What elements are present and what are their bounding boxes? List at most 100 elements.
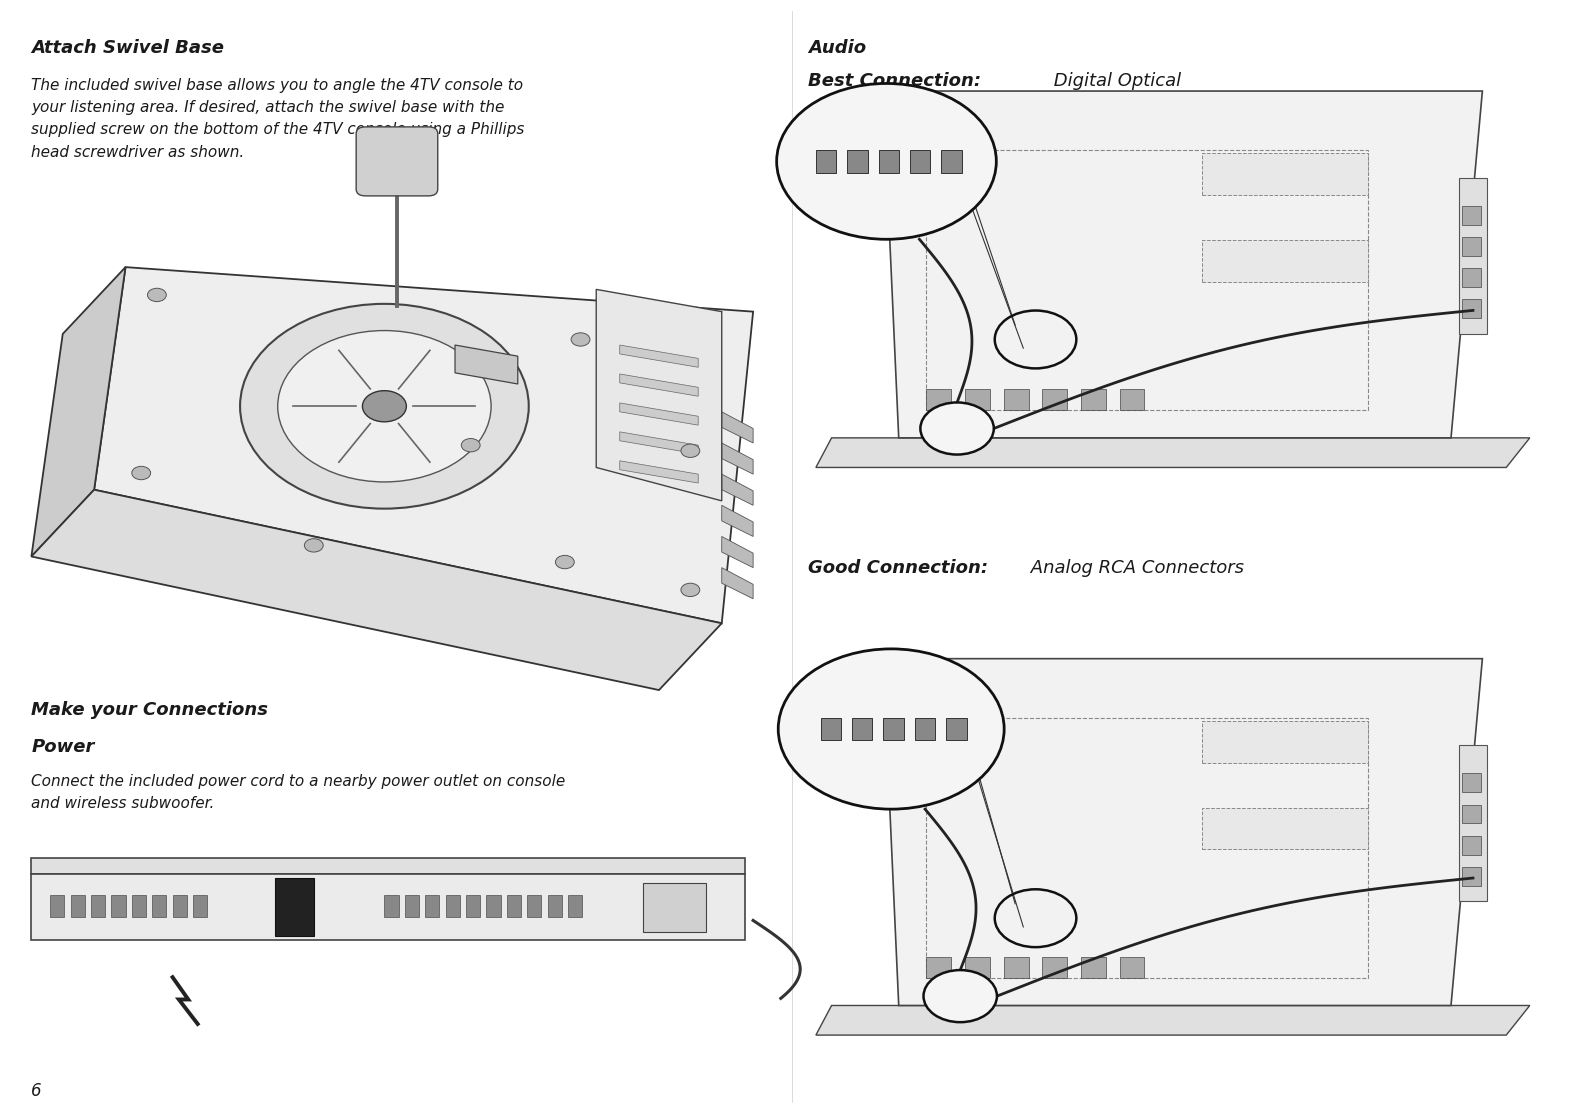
Bar — [152, 895, 166, 917]
Polygon shape — [620, 403, 698, 425]
Bar — [71, 895, 85, 917]
Bar — [486, 895, 501, 917]
Bar — [111, 895, 126, 917]
Text: Make your Connections: Make your Connections — [31, 701, 268, 719]
Circle shape — [777, 83, 996, 239]
Polygon shape — [620, 345, 698, 367]
Circle shape — [778, 649, 1004, 809]
Bar — [446, 895, 460, 917]
Text: Good Connection:: Good Connection: — [808, 559, 988, 577]
Bar — [1004, 390, 1029, 410]
Polygon shape — [596, 289, 722, 501]
Bar — [50, 895, 64, 917]
Text: Analog RCA Connectors: Analog RCA Connectors — [1025, 559, 1244, 577]
Bar — [1042, 390, 1067, 410]
Polygon shape — [722, 536, 753, 568]
Circle shape — [921, 403, 993, 454]
Polygon shape — [722, 505, 753, 536]
Bar — [821, 718, 841, 740]
Text: Digital Optical: Digital Optical — [1048, 72, 1181, 90]
Bar — [926, 718, 1368, 977]
Bar — [31, 874, 745, 940]
Text: Connect the included power cord to a nearby power outlet on console
and wireless: Connect the included power cord to a nea… — [31, 774, 566, 810]
Bar — [910, 150, 930, 173]
Text: Attach Swivel Base: Attach Swivel Base — [31, 39, 224, 57]
Polygon shape — [620, 461, 698, 483]
Bar — [1120, 957, 1144, 977]
Bar — [568, 895, 582, 917]
Circle shape — [147, 288, 166, 302]
Polygon shape — [94, 267, 753, 623]
Polygon shape — [620, 432, 698, 454]
Bar — [91, 895, 105, 917]
Bar — [405, 895, 419, 917]
Circle shape — [681, 444, 700, 457]
Bar — [946, 718, 967, 740]
Circle shape — [571, 333, 590, 346]
Polygon shape — [620, 374, 698, 396]
Bar — [915, 718, 935, 740]
Bar — [643, 883, 706, 932]
Polygon shape — [31, 490, 722, 690]
Text: Power: Power — [31, 738, 94, 756]
Bar — [883, 718, 904, 740]
Bar — [1462, 867, 1481, 886]
Bar — [1120, 390, 1144, 410]
Circle shape — [304, 539, 323, 552]
Bar — [965, 957, 990, 977]
Polygon shape — [883, 91, 1483, 437]
Circle shape — [240, 304, 529, 509]
Bar — [965, 390, 990, 410]
Bar — [1462, 299, 1481, 318]
Bar — [1459, 178, 1487, 334]
Bar — [193, 895, 207, 917]
Circle shape — [681, 583, 700, 597]
Bar — [1202, 721, 1368, 762]
Bar — [1202, 154, 1368, 195]
Bar — [507, 895, 521, 917]
Bar — [879, 150, 899, 173]
Bar — [1462, 836, 1481, 855]
Polygon shape — [816, 437, 1530, 467]
Circle shape — [132, 466, 151, 480]
Polygon shape — [722, 474, 753, 505]
Text: Best Connection:: Best Connection: — [808, 72, 981, 90]
Bar — [1004, 957, 1029, 977]
Bar — [132, 895, 146, 917]
Circle shape — [555, 555, 574, 569]
Bar — [384, 895, 399, 917]
Circle shape — [461, 439, 480, 452]
Bar — [926, 957, 951, 977]
Polygon shape — [883, 659, 1483, 1005]
Polygon shape — [816, 1005, 1530, 1035]
Bar — [941, 150, 962, 173]
Polygon shape — [455, 345, 518, 384]
Polygon shape — [722, 568, 753, 599]
Bar — [816, 150, 836, 173]
Bar — [548, 895, 562, 917]
Circle shape — [278, 331, 491, 482]
Bar — [847, 150, 868, 173]
Bar — [1081, 957, 1106, 977]
Bar — [1202, 240, 1368, 282]
Circle shape — [924, 971, 996, 1022]
Text: 6: 6 — [31, 1082, 42, 1100]
Bar — [466, 895, 480, 917]
Bar — [1462, 268, 1481, 287]
Bar — [1462, 774, 1481, 792]
Bar — [1462, 805, 1481, 824]
Bar — [1042, 957, 1067, 977]
Bar — [1462, 206, 1481, 225]
Polygon shape — [31, 267, 126, 556]
Bar — [275, 878, 314, 936]
Bar — [852, 718, 872, 740]
Bar — [1081, 390, 1106, 410]
Bar — [1459, 746, 1487, 902]
Bar — [926, 150, 1368, 410]
FancyBboxPatch shape — [356, 127, 438, 196]
Bar — [173, 895, 187, 917]
Bar — [527, 895, 541, 917]
Text: Audio: Audio — [808, 39, 866, 57]
Polygon shape — [722, 412, 753, 443]
Bar — [31, 858, 745, 874]
